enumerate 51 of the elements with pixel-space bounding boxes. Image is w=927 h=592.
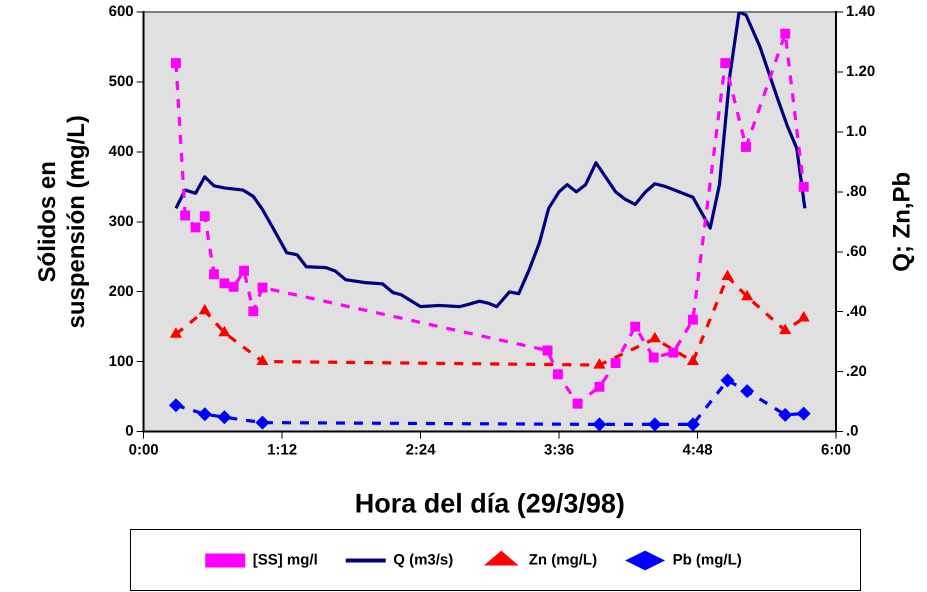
point bbox=[594, 382, 604, 392]
x-tick-label: 2:24 bbox=[406, 442, 436, 459]
y-tick-label: 0 bbox=[125, 422, 134, 440]
point bbox=[780, 28, 790, 39]
point bbox=[630, 322, 640, 332]
x-tick-label: 1:12 bbox=[267, 442, 298, 459]
point bbox=[741, 142, 751, 152]
y2-tick-label: 1.0 bbox=[846, 123, 867, 140]
x-tick-label: 0:00 bbox=[128, 442, 159, 459]
x-tick-label: 6:00 bbox=[820, 442, 852, 459]
point bbox=[688, 314, 698, 325]
y2-tick-label: 1.40 bbox=[846, 3, 876, 20]
point bbox=[219, 278, 230, 288]
point bbox=[610, 358, 621, 368]
legend-label: [SS] mg/l bbox=[252, 552, 318, 569]
point bbox=[228, 282, 239, 292]
point bbox=[552, 369, 563, 380]
point bbox=[170, 58, 181, 68]
x-tick-label: 4:48 bbox=[682, 442, 713, 459]
y2-tick-label: .0 bbox=[846, 422, 859, 440]
x-axis-title: Hora del día (29/3/98) bbox=[354, 488, 625, 518]
point bbox=[190, 222, 201, 232]
y-tick-label: 100 bbox=[108, 352, 134, 370]
y-axis-title: Sólidos en suspensión (mg/L) bbox=[34, 115, 90, 328]
x-tick-label: 3:36 bbox=[544, 442, 574, 459]
point bbox=[239, 266, 249, 276]
y2-tick-label: .60 bbox=[846, 242, 867, 260]
legend-label: Pb (mg/L) bbox=[672, 552, 742, 569]
point bbox=[572, 398, 582, 409]
y-tick-label: 400 bbox=[108, 143, 134, 160]
point bbox=[248, 306, 258, 316]
point bbox=[258, 282, 268, 292]
legend-label: Q (m3/s) bbox=[393, 552, 454, 569]
point bbox=[209, 269, 219, 280]
y2-tick-label: .80 bbox=[846, 182, 867, 200]
legend-label: Zn (mg/L) bbox=[528, 552, 598, 569]
y2-axis-title: Q; Zn,Pb bbox=[888, 172, 916, 272]
point bbox=[180, 210, 190, 220]
y-tick-label: 500 bbox=[108, 73, 134, 90]
y-tick-label: 200 bbox=[108, 282, 134, 300]
y2-tick-label: 1.20 bbox=[846, 63, 876, 80]
point bbox=[668, 348, 678, 358]
point bbox=[200, 211, 210, 222]
point bbox=[720, 58, 730, 68]
point bbox=[542, 346, 552, 356]
point bbox=[798, 182, 809, 192]
point bbox=[648, 352, 659, 362]
y-tick-label: 600 bbox=[108, 3, 134, 20]
y2-tick-label: .40 bbox=[846, 302, 867, 320]
y2-tick-label: .20 bbox=[846, 362, 867, 380]
y-tick-label: 300 bbox=[108, 212, 134, 230]
